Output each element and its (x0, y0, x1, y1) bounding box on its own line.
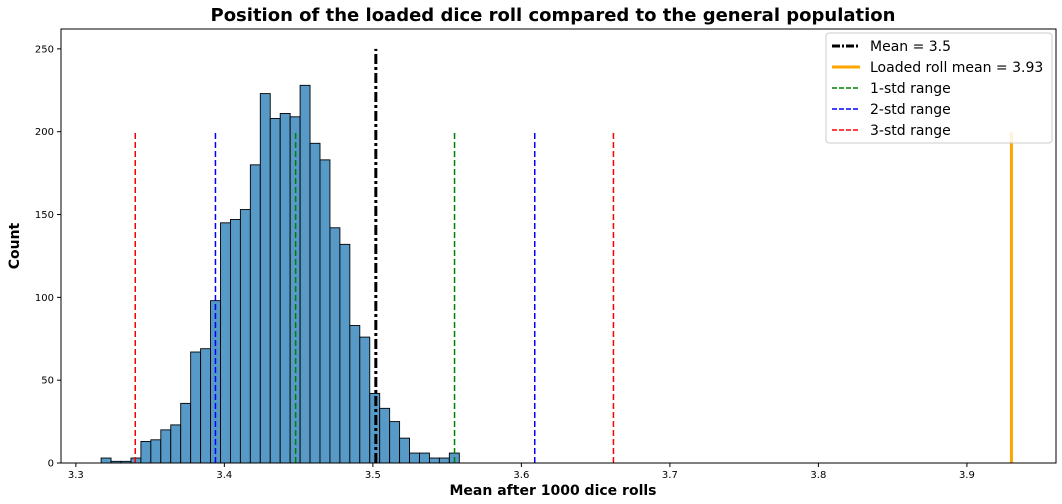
y-tick-label: 250 (35, 44, 54, 55)
legend: Mean = 3.5 Loaded roll mean = 3.93 1-std r… (825, 32, 1053, 144)
histogram-bar (299, 84, 311, 464)
histogram-bar (379, 407, 391, 464)
histogram-bar (229, 219, 241, 464)
histogram-bar (160, 429, 172, 464)
x-tick-label: 3.3 (68, 470, 84, 481)
histogram-bar (399, 437, 410, 464)
x-axis-label: Mean after 1000 dice rolls (450, 483, 657, 499)
legend-box (825, 32, 1053, 144)
histogram-bar (200, 348, 211, 464)
histogram-bar (190, 351, 202, 464)
histogram-bar (180, 402, 192, 464)
histogram-bar (309, 142, 321, 464)
x-axis: 3.3 3.4 3.5 3.6 3.7 3.8 3.9 (68, 463, 975, 481)
legend-label: 2-std range (870, 102, 951, 118)
histogram-bar (239, 209, 251, 464)
histogram-bar (170, 424, 182, 464)
legend-label: 3-std range (870, 123, 951, 139)
histogram-bar (329, 227, 341, 464)
histogram-bar (100, 457, 112, 464)
y-axis-label: Count (7, 222, 23, 269)
y-tick-label: 200 (35, 127, 54, 138)
x-tick-label: 3.8 (810, 470, 826, 481)
y-tick-label: 150 (35, 210, 54, 221)
x-tick-label: 3.6 (513, 470, 529, 481)
y-tick-label: 0 (48, 459, 54, 470)
histogram-bar (269, 118, 281, 464)
plot-frame (60, 28, 1057, 464)
legend-label: 1-std range (870, 81, 951, 97)
histogram-bar (220, 222, 231, 464)
histogram-bar (279, 113, 291, 464)
histogram-bar (150, 439, 162, 464)
histogram-bar (428, 457, 440, 464)
y-tick-label: 100 (35, 293, 54, 304)
histogram-bar (409, 452, 420, 464)
histogram-bar (339, 243, 351, 464)
x-tick-label: 3.7 (662, 470, 678, 481)
histogram-bar (438, 457, 450, 464)
histogram-bar (389, 421, 401, 464)
legend-label: Loaded roll mean = 3.93 (870, 60, 1043, 76)
x-tick-label: 3.5 (365, 470, 381, 481)
legend-label: Mean = 3.5 (870, 39, 951, 55)
reference-lines (134, 48, 1013, 463)
histogram-bar (249, 164, 261, 464)
y-tick-label: 50 (41, 376, 54, 387)
histogram-bar (319, 159, 331, 464)
y-axis: 0 50 100 150 200 250 (35, 44, 61, 470)
chart-title: Position of the loaded dice roll compare… (211, 5, 896, 26)
x-tick-label: 3.4 (216, 470, 232, 481)
histogram-bar (349, 325, 361, 464)
histogram-bars (100, 84, 460, 464)
histogram-bar (419, 452, 430, 464)
histogram-bar (140, 441, 152, 464)
histogram-bar (359, 336, 371, 464)
histogram-bar (259, 93, 271, 464)
x-tick-label: 3.9 (959, 470, 975, 481)
